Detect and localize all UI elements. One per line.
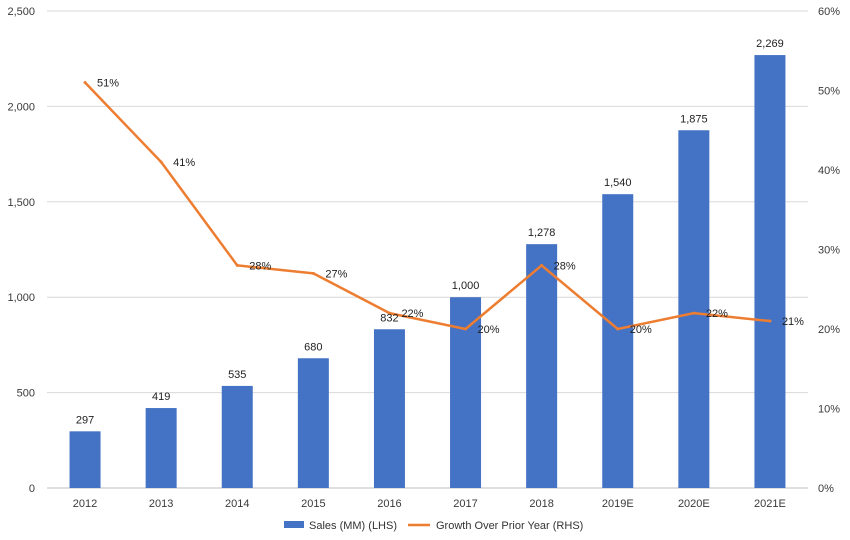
growth-data-label: 27% xyxy=(325,268,347,280)
x-tick-label: 2012 xyxy=(73,498,97,510)
x-tick-label: 2018 xyxy=(529,498,553,510)
y-right-tick-label: 10% xyxy=(818,404,840,416)
data-labels: 297 419 535 680 832 1,000 1,278 1,540 1,875 2,269… xyxy=(76,38,804,426)
growth-point xyxy=(387,311,391,315)
x-tick-label: 2013 xyxy=(149,498,173,510)
growth-data-label: 22% xyxy=(401,308,423,320)
legend-label-growth: Growth Over Prior Year (RHS) xyxy=(436,520,583,532)
x-tick-label: 2015 xyxy=(301,498,325,510)
y-right-tick-label: 40% xyxy=(818,165,840,177)
growth-point xyxy=(616,327,620,331)
y-left-tick-label: 2,500 xyxy=(7,6,35,18)
legend: Sales (MM) (LHS) Growth Over Prior Year … xyxy=(284,520,583,532)
bar-data-label: 680 xyxy=(304,341,322,353)
y-right-tick-label: 30% xyxy=(818,245,840,257)
growth-point xyxy=(83,81,87,85)
growth-data-label: 21% xyxy=(782,316,804,328)
bar-data-label: 2,269 xyxy=(756,38,784,50)
bar xyxy=(221,385,253,488)
y-right-tick-label: 60% xyxy=(818,6,840,18)
bar-data-label: 1,875 xyxy=(680,113,708,125)
x-tick-label: 2020E xyxy=(678,498,710,510)
bar-data-label: 535 xyxy=(228,369,246,381)
growth-point xyxy=(768,319,772,323)
growth-data-label: 28% xyxy=(554,260,576,272)
bar-data-label: 419 xyxy=(152,391,170,403)
x-tick-label: 2014 xyxy=(225,498,249,510)
growth-data-label: 28% xyxy=(249,260,271,272)
bar xyxy=(373,329,405,488)
y-right-tick-label: 50% xyxy=(818,86,840,98)
bar xyxy=(678,130,710,488)
bar-series xyxy=(69,55,786,488)
growth-point xyxy=(235,263,239,267)
y-left-tick-label: 1,000 xyxy=(7,292,35,304)
y-left-tick-label: 500 xyxy=(17,388,35,400)
growth-point xyxy=(159,160,163,164)
growth-data-label: 22% xyxy=(706,308,728,320)
growth-point xyxy=(464,327,468,331)
line-series xyxy=(83,81,772,331)
growth-point xyxy=(692,311,696,315)
growth-data-label: 20% xyxy=(478,324,500,336)
y-left-tick-label: 1,500 xyxy=(7,197,35,209)
y-left-tick-label: 0 xyxy=(29,483,35,495)
growth-data-label: 20% xyxy=(630,324,652,336)
y-left-tick-label: 2,000 xyxy=(7,101,35,113)
bar-data-label: 832 xyxy=(380,312,398,324)
bar-data-label: 297 xyxy=(76,414,94,426)
x-tick-label: 2019E xyxy=(602,498,634,510)
axes: 0 500 1,000 1,500 2,000 2,500 0% 10% 20% 30% 40% 50… xyxy=(7,6,840,510)
legend-swatch-sales xyxy=(284,521,304,528)
bar xyxy=(602,194,634,488)
bar-data-label: 1,278 xyxy=(528,227,556,239)
bar xyxy=(69,431,101,488)
x-tick-label: 2017 xyxy=(453,498,477,510)
y-right-tick-label: 20% xyxy=(818,324,840,336)
bar-data-label: 1,540 xyxy=(604,177,632,189)
x-tick-label: 2016 xyxy=(377,498,401,510)
legend-label-sales: Sales (MM) (LHS) xyxy=(309,520,397,532)
growth-data-label: 41% xyxy=(173,157,195,169)
bar xyxy=(297,358,329,488)
bar xyxy=(526,244,558,488)
growth-data-label: 51% xyxy=(97,78,119,90)
bar-data-label: 1,000 xyxy=(452,280,480,292)
growth-line xyxy=(84,81,771,331)
bar xyxy=(145,408,177,488)
bar xyxy=(754,55,786,488)
y-right-tick-label: 0% xyxy=(818,483,834,495)
growth-point xyxy=(540,263,544,267)
x-tick-label: 2021E xyxy=(754,498,786,510)
growth-point xyxy=(311,271,315,275)
